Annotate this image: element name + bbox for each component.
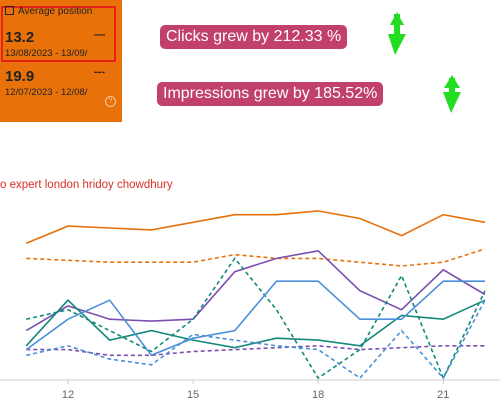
series-line — [26, 299, 486, 380]
x-tick-label: 18 — [312, 389, 324, 400]
series-line — [25, 249, 486, 332]
line-sample: --- — [94, 66, 105, 78]
metric-value: 13.2 — [5, 29, 35, 46]
x-tick-label: 21 — [437, 389, 449, 400]
annotation: Clicks grew by 212.33 % — [160, 25, 348, 49]
up-arrow — [443, 75, 461, 113]
x-tick-label: 12 — [62, 389, 74, 400]
up-arrow — [388, 12, 406, 55]
help-icon[interactable]: ? — [105, 96, 116, 107]
checkbox-label[interactable]: Average position — [5, 6, 92, 17]
annotation: Impressions grew by 185.52% — [157, 82, 384, 106]
line-sample: — — [94, 29, 105, 41]
metric-card[interactable]: Average position 13.2 — 13/08/2023 - 13/… — [0, 0, 122, 122]
series-line — [25, 280, 485, 357]
series-line — [25, 299, 486, 349]
series-line — [26, 248, 486, 267]
series-line — [26, 257, 486, 381]
metric-value: 19.9 — [5, 68, 35, 85]
date-range: 13/08/2023 - 13/09/ — [5, 48, 88, 59]
series-line — [25, 210, 486, 244]
chart-title: o expert london hridoy chowdhury — [0, 179, 173, 191]
x-tick-label: 15 — [187, 389, 199, 400]
date-range: 12/07/2023 - 12/08/ — [5, 87, 88, 98]
